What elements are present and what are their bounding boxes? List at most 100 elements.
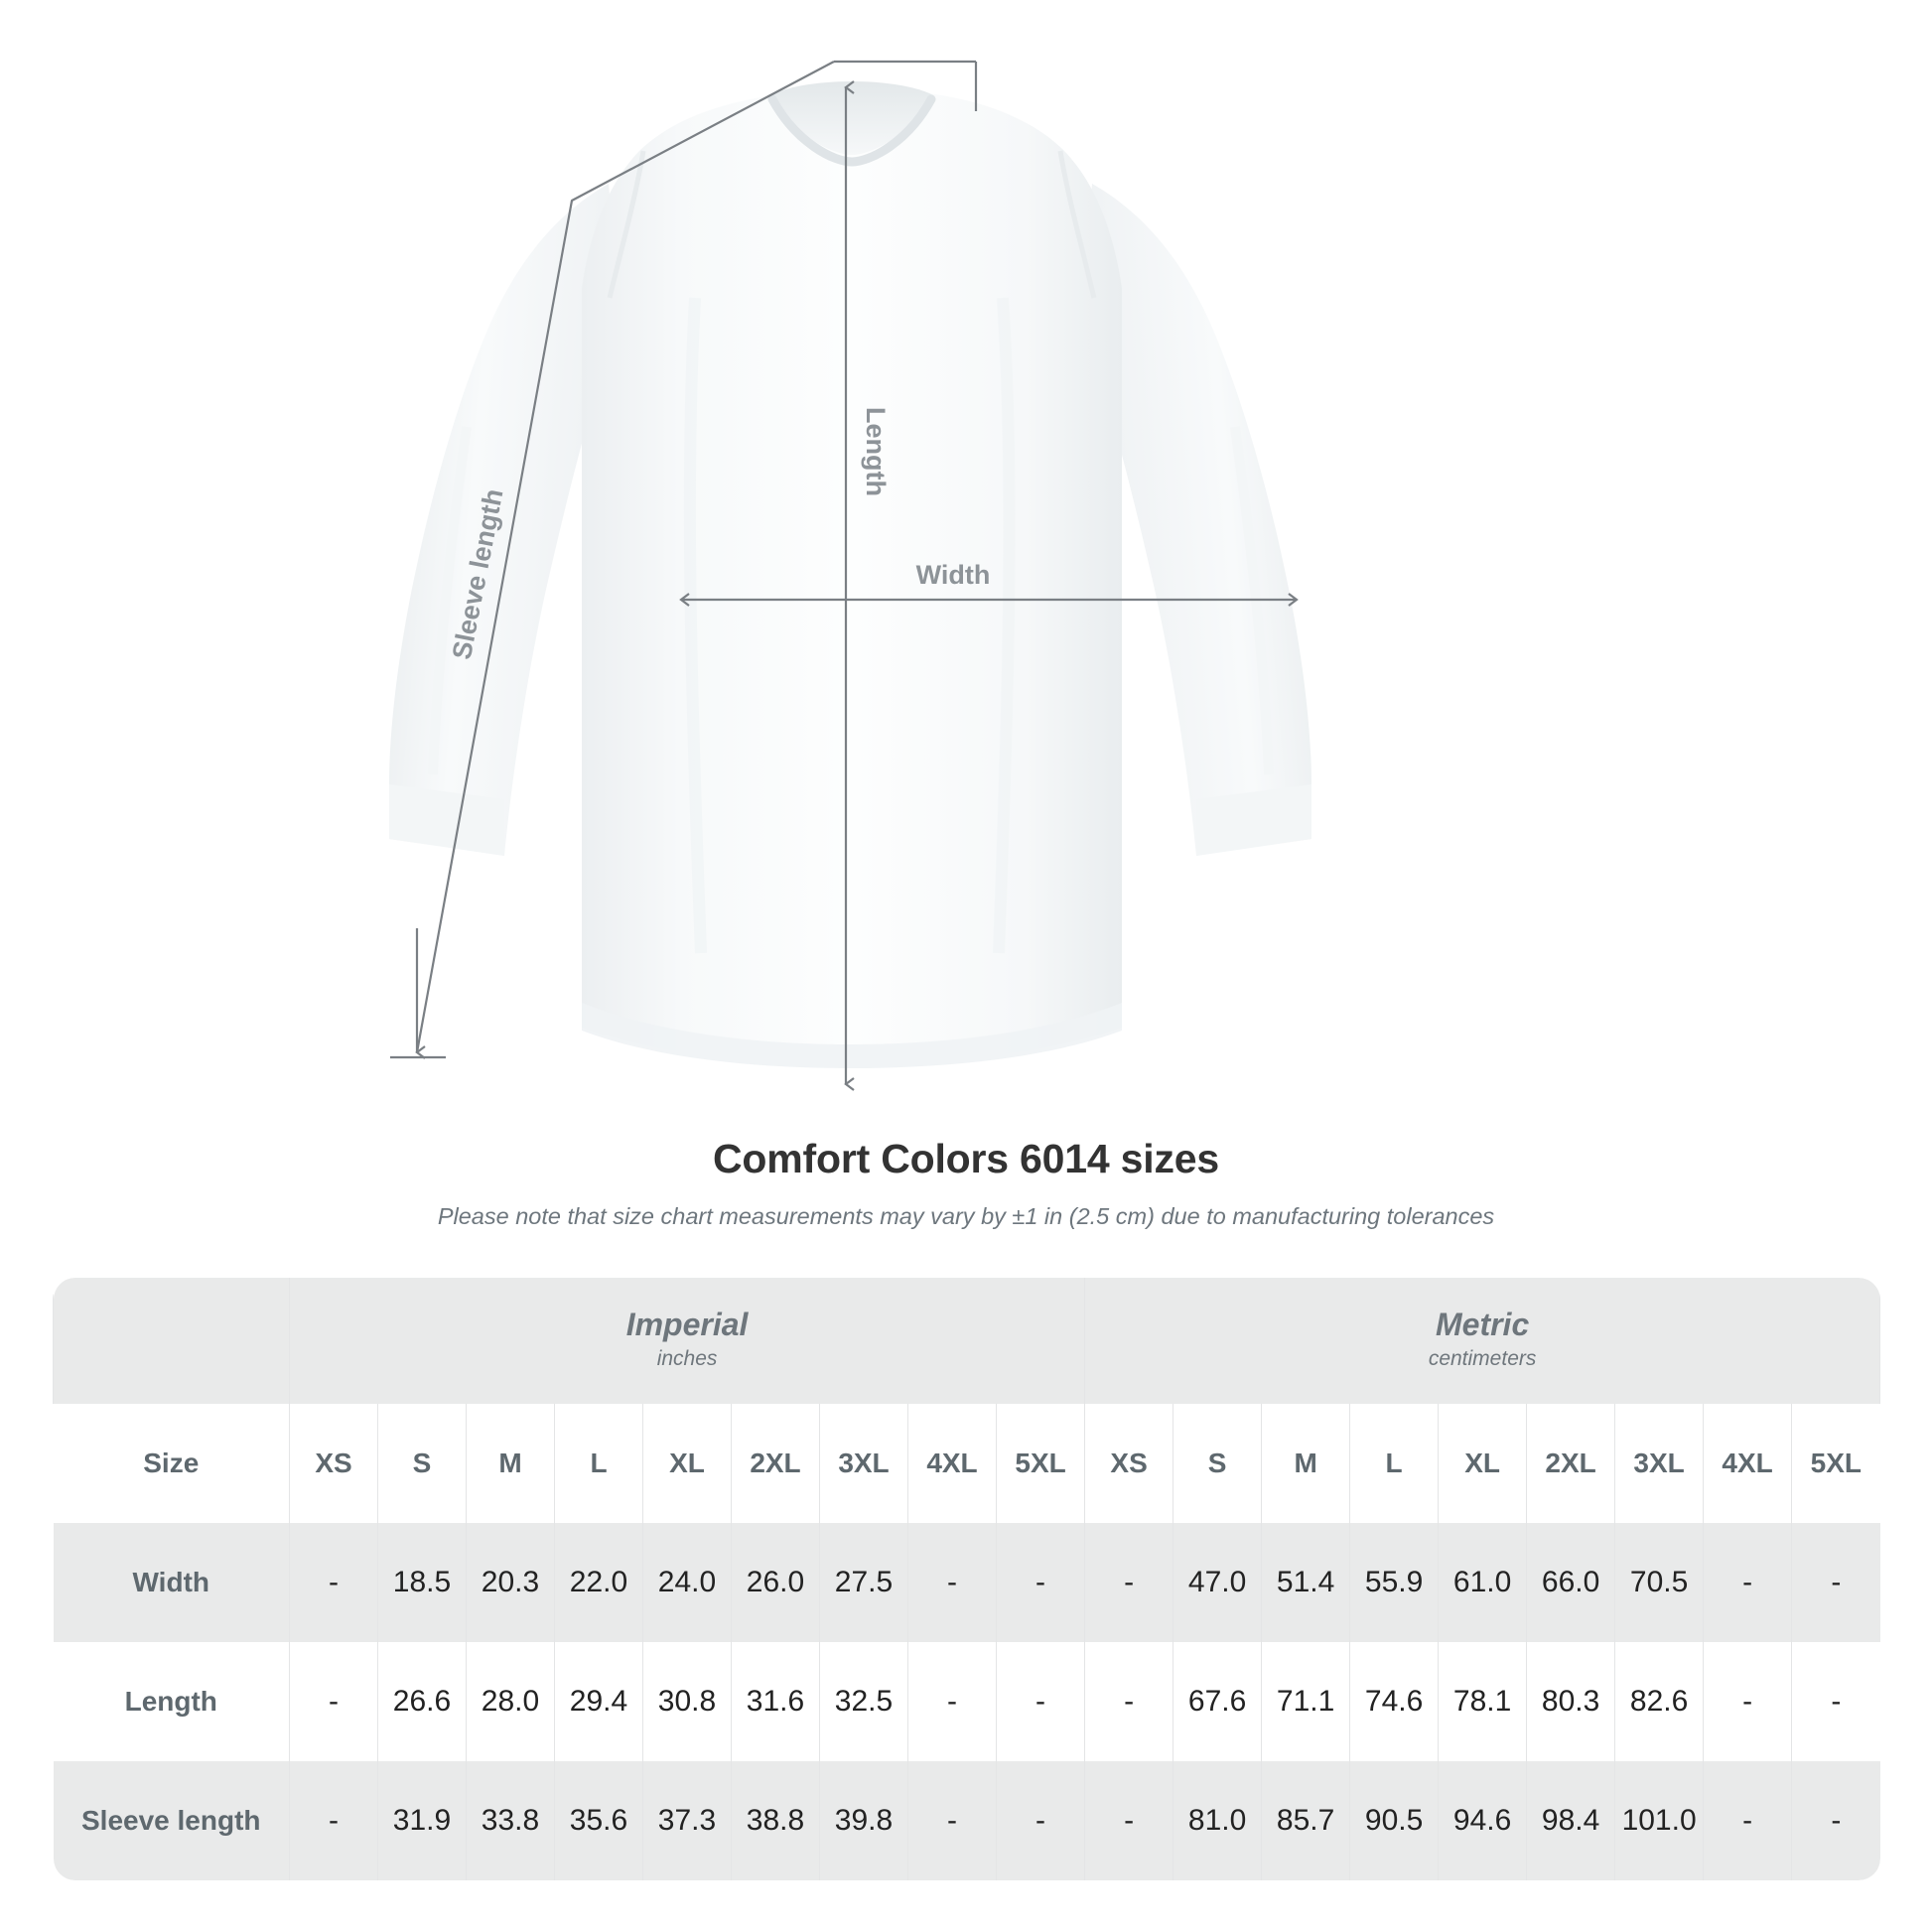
cell-metric-length-5xl: -: [1791, 1642, 1880, 1761]
cell-metric-sleeve-length-xl: 94.6: [1438, 1761, 1528, 1880]
cell-imperial-width-xl: 24.0: [642, 1523, 732, 1642]
cell-imperial-width-s: 18.5: [377, 1523, 467, 1642]
size-header-cell-imperial-s: S: [377, 1404, 467, 1523]
size-header-cell-metric-5xl: 5XL: [1791, 1404, 1880, 1523]
fabric-fold-4: [1230, 426, 1274, 775]
cell-metric-width-xl: 61.0: [1438, 1523, 1528, 1642]
cell-imperial-sleeve-length-5xl: -: [995, 1761, 1086, 1880]
cell-imperial-sleeve-length-xs: -: [289, 1761, 378, 1880]
cell-metric-length-m: 71.1: [1261, 1642, 1351, 1761]
fabric-fold-3: [428, 426, 472, 775]
tolerance-note: Please note that size chart measurements…: [437, 1203, 1495, 1230]
shirt-body-group: [389, 81, 1311, 1068]
cell-metric-length-xs: -: [1084, 1642, 1174, 1761]
cell-imperial-sleeve-length-3xl: 39.8: [819, 1761, 908, 1880]
cell-imperial-sleeve-length-s: 31.9: [377, 1761, 467, 1880]
unit-header-row: Imperial inches Metric centimeters: [53, 1278, 1881, 1404]
cell-imperial-width-m: 20.3: [466, 1523, 555, 1642]
size-header-cell-metric-4xl: 4XL: [1703, 1404, 1793, 1523]
size-header-cell-metric-xs: XS: [1084, 1404, 1174, 1523]
cell-imperial-length-5xl: -: [995, 1642, 1086, 1761]
size-header-cell-imperial-2xl: 2XL: [731, 1404, 820, 1523]
size-header-cell-imperial-m: M: [466, 1404, 555, 1523]
size-chart-table-wrapper: Imperial inches Metric centimeters Size XS S M L…: [53, 1278, 1881, 1880]
unit-header-imperial: Imperial inches: [288, 1278, 1086, 1404]
garment-diagram: Sleeve length Length Width: [389, 60, 1311, 1091]
sleeve-length-guide-diagonal: [415, 61, 835, 1053]
size-header-cell-metric-2xl: 2XL: [1526, 1404, 1616, 1523]
table-row: Width -18.5 20.3 22.0 24.0 26.0 27.5- - -47.0 51.…: [53, 1523, 1880, 1642]
table-row: Sleeve length -31.9 33.8 35.6 37.3 38.8 39.8- -…: [53, 1761, 1880, 1880]
cell-imperial-width-4xl: -: [907, 1523, 997, 1642]
shirt-collar: [770, 81, 933, 155]
cell-imperial-length-2xl: 31.6: [731, 1642, 820, 1761]
cell-metric-sleeve-length-2xl: 98.4: [1526, 1761, 1616, 1880]
size-header-cell-metric-xl: XL: [1438, 1404, 1528, 1523]
right-shoulder-seam: [1057, 150, 1097, 299]
cell-imperial-sleeve-length-2xl: 38.8: [731, 1761, 820, 1880]
cell-imperial-sleeve-length-m: 33.8: [466, 1761, 555, 1880]
row-label-sleeve-length: Sleeve length: [53, 1761, 290, 1880]
cell-metric-width-xs: -: [1084, 1523, 1174, 1642]
size-header-cell-metric-3xl: 3XL: [1614, 1404, 1705, 1523]
unit-header-spacer: [53, 1278, 290, 1404]
unit-header-metric: Metric centimeters: [1084, 1278, 1881, 1404]
cell-metric-sleeve-length-3xl: 101.0: [1614, 1761, 1705, 1880]
left-sleeve: [389, 184, 620, 856]
size-header-cell-imperial-xs: XS: [289, 1404, 378, 1523]
cell-metric-width-m: 51.4: [1261, 1523, 1351, 1642]
size-chart-table: Imperial inches Metric centimeters Size XS S M L…: [53, 1278, 1881, 1880]
cell-metric-length-xl: 78.1: [1438, 1642, 1528, 1761]
cell-metric-sleeve-length-s: 81.0: [1173, 1761, 1263, 1880]
right-sleeve: [1081, 184, 1311, 856]
cell-imperial-sleeve-length-4xl: -: [907, 1761, 997, 1880]
cell-imperial-width-l: 22.0: [554, 1523, 643, 1642]
shirt-torso: [582, 88, 1122, 1064]
size-header-label: Size: [53, 1404, 290, 1523]
cell-metric-sleeve-length-5xl: -: [1791, 1761, 1880, 1880]
row-label-length: Length: [53, 1642, 290, 1761]
cell-imperial-length-l: 29.4: [554, 1642, 643, 1761]
cell-metric-length-s: 67.6: [1173, 1642, 1263, 1761]
length-label: Length: [861, 407, 891, 496]
cell-imperial-length-xs: -: [289, 1642, 378, 1761]
cell-metric-sleeve-length-xs: -: [1084, 1761, 1174, 1880]
page-title: Comfort Colors 6014 sizes: [713, 1136, 1219, 1181]
cell-imperial-width-5xl: -: [995, 1523, 1086, 1642]
cell-metric-length-4xl: -: [1703, 1642, 1793, 1761]
size-header-cell-imperial-l: L: [554, 1404, 643, 1523]
cell-metric-width-l: 55.9: [1349, 1523, 1440, 1642]
left-shoulder-seam: [607, 150, 646, 299]
table-row: Length -26.6 28.0 29.4 30.8 31.6 32.5- - -67.6 71…: [53, 1642, 1880, 1761]
cell-imperial-length-m: 28.0: [466, 1642, 555, 1761]
size-header-row: Size XS S M L XL 2XL 3XL 4XL 5XL XS S M L XL 2XL 3XL 4XL 5…: [53, 1404, 1880, 1523]
unit-name: Metric: [1435, 1307, 1530, 1343]
size-header-cell-imperial-xl: XL: [642, 1404, 732, 1523]
cell-metric-width-s: 47.0: [1173, 1523, 1263, 1642]
cell-imperial-length-3xl: 32.5: [819, 1642, 908, 1761]
cell-imperial-length-xl: 30.8: [642, 1642, 732, 1761]
row-label-width: Width: [53, 1523, 290, 1642]
unit-name: Imperial: [625, 1307, 749, 1343]
size-header-cell-imperial-3xl: 3XL: [819, 1404, 908, 1523]
cell-metric-length-2xl: 80.3: [1526, 1642, 1616, 1761]
cell-metric-length-l: 74.6: [1349, 1642, 1440, 1761]
size-header-cell-imperial-4xl: 4XL: [907, 1404, 997, 1523]
width-label: Width: [916, 560, 991, 590]
cell-metric-width-2xl: 66.0: [1526, 1523, 1616, 1642]
cell-metric-width-5xl: -: [1791, 1523, 1880, 1642]
cell-imperial-width-2xl: 26.0: [731, 1523, 820, 1642]
size-header-cell-metric-m: M: [1261, 1404, 1351, 1523]
cell-imperial-sleeve-length-l: 35.6: [554, 1761, 643, 1880]
size-header-cell-imperial-5xl: 5XL: [995, 1404, 1086, 1523]
collar-rib: [767, 94, 936, 167]
cell-metric-sleeve-length-l: 90.5: [1349, 1761, 1440, 1880]
cell-metric-length-3xl: 82.6: [1614, 1642, 1705, 1761]
shirt-hem: [582, 1003, 1122, 1068]
measurement-guides: [390, 60, 1299, 1091]
cell-metric-width-4xl: -: [1703, 1523, 1793, 1642]
cell-metric-sleeve-length-m: 85.7: [1261, 1761, 1351, 1880]
unit-subtitle: inches: [656, 1347, 718, 1371]
cell-imperial-length-s: 26.6: [377, 1642, 467, 1761]
size-header-cell-metric-s: S: [1173, 1404, 1263, 1523]
